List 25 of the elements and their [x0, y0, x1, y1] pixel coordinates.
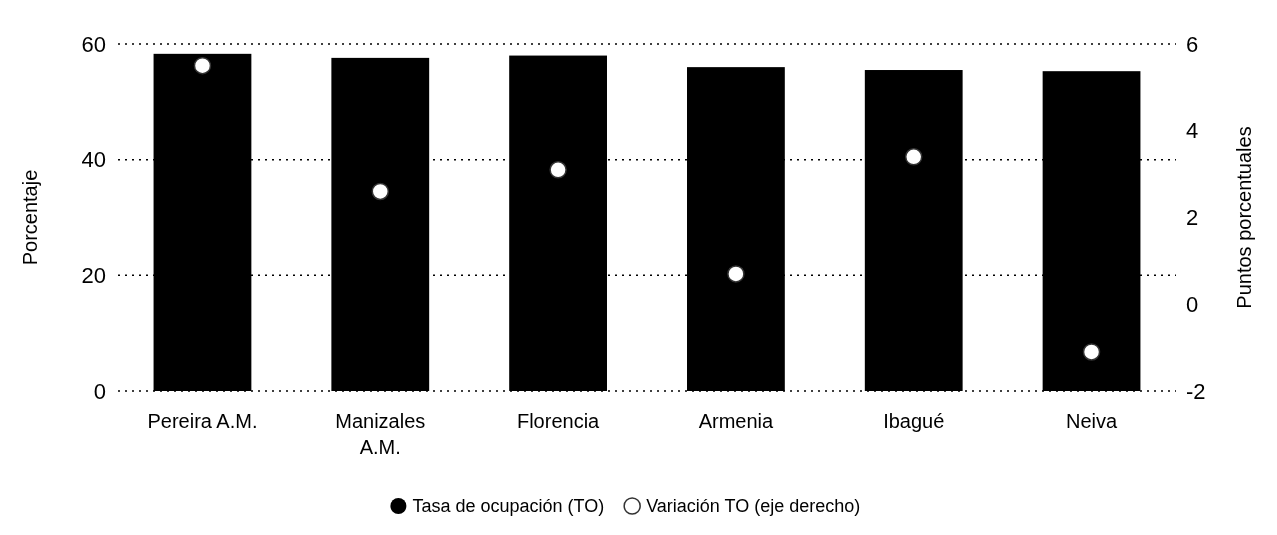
y2-tick-label: 6: [1186, 31, 1199, 57]
point: [904, 148, 923, 166]
y-tick-label: 0: [93, 378, 106, 404]
y-axis-title: Porcentaje: [19, 169, 41, 266]
point: [549, 161, 567, 179]
y2-tick-label: 0: [1186, 291, 1199, 317]
y2-tick-label: 2: [1186, 205, 1199, 230]
x-tick-label: Pereira A.M.: [147, 410, 258, 432]
y-tick-label: 60: [81, 31, 106, 57]
point: [371, 182, 390, 201]
x-tick-label: Armenia: [698, 410, 775, 432]
y-tick-label: 40: [81, 147, 106, 173]
y2-axis-title: Puntos porcentuales: [1233, 126, 1255, 309]
y-tick-label: 20: [81, 262, 106, 288]
x-tick-label: Florencia: [516, 410, 601, 432]
point: [727, 265, 745, 283]
point: [193, 56, 212, 75]
point: [1082, 343, 1101, 361]
x-tick-label: Ibagué: [883, 410, 945, 432]
legend-label: Tasa de ocupación (TO): [412, 496, 605, 516]
legend-label: Variación TO (eje derecho): [646, 496, 861, 516]
x-tick-label: Manizales A.M.: [335, 410, 426, 458]
y2-tick-label: -2: [1186, 378, 1206, 404]
y2-tick-label: 4: [1186, 118, 1199, 144]
x-tick-label: Neiva: [1065, 410, 1118, 432]
